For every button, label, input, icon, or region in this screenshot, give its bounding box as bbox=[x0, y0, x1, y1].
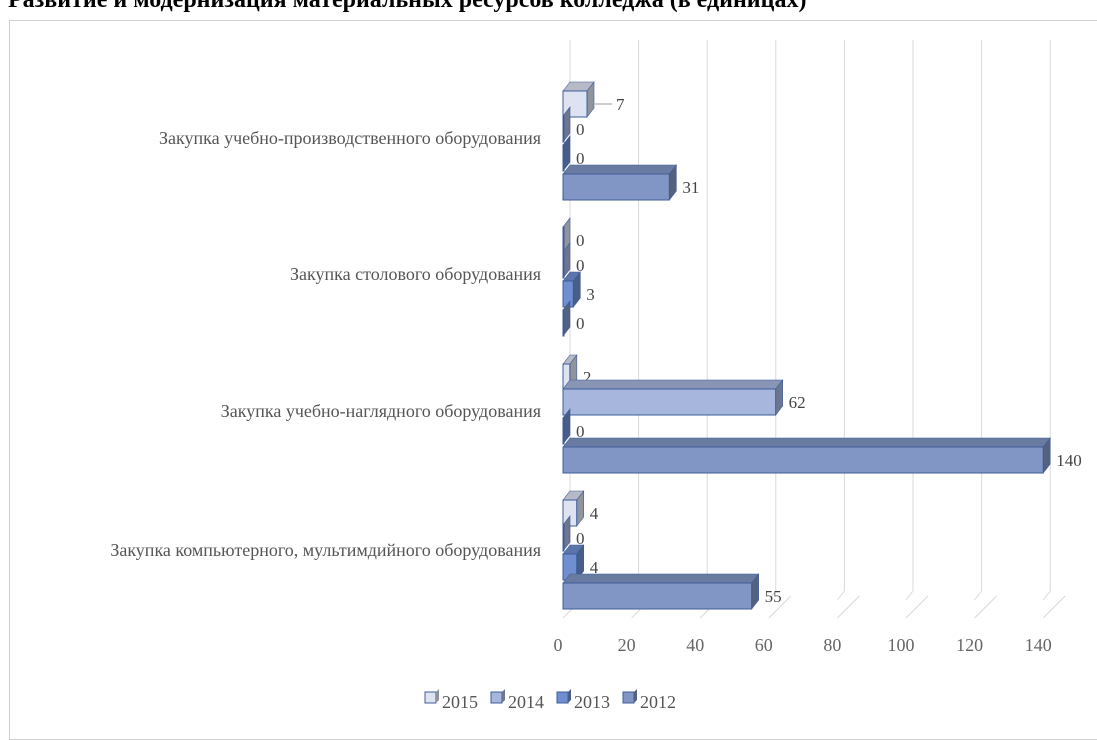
floor-diagonal bbox=[1042, 595, 1066, 619]
x-tick-label: 120 bbox=[956, 635, 983, 655]
x-tick-label: 40 bbox=[686, 635, 704, 655]
bar-2012 bbox=[562, 309, 565, 337]
data-label: 140 bbox=[1056, 451, 1082, 470]
floor-line bbox=[974, 590, 982, 601]
category-label: Закупка столового оборудования bbox=[290, 264, 541, 284]
bar-2012 bbox=[562, 173, 670, 201]
category-label: Закупка компьютерного, мультимдийного об… bbox=[110, 540, 541, 560]
data-label: 3 bbox=[586, 285, 595, 304]
floor-diagonal bbox=[768, 595, 792, 619]
legend-label: 2013 bbox=[574, 692, 610, 712]
legend-swatch bbox=[490, 691, 503, 704]
floor-line bbox=[905, 590, 914, 601]
category-label: Закупка учебно-производственного оборудо… bbox=[159, 128, 541, 148]
bar-top bbox=[562, 164, 677, 175]
floor-line bbox=[837, 590, 845, 601]
x-tick-label: 80 bbox=[823, 635, 841, 655]
legend-label: 2014 bbox=[508, 692, 544, 712]
data-label: 0 bbox=[576, 529, 585, 548]
bar-top bbox=[562, 573, 760, 584]
data-label: 4 bbox=[590, 558, 599, 577]
x-tick-label: 60 bbox=[755, 635, 773, 655]
floor-diagonal bbox=[837, 595, 860, 619]
legend-swatch bbox=[424, 691, 437, 704]
category-label: Закупка учебно-наглядного оборудования bbox=[221, 401, 541, 421]
x-tick-label: 20 bbox=[618, 635, 636, 655]
bar-top bbox=[562, 379, 784, 390]
data-label: 55 bbox=[765, 587, 782, 606]
x-tick-label: 140 bbox=[1025, 635, 1052, 655]
data-label: 2 bbox=[583, 368, 592, 387]
legend-swatch-side bbox=[568, 689, 571, 703]
data-label: 0 bbox=[576, 256, 585, 275]
data-label: 31 bbox=[682, 178, 699, 197]
x-tick-label: 0 bbox=[554, 635, 563, 655]
bar-2012 bbox=[562, 582, 753, 610]
data-label: 0 bbox=[576, 314, 585, 333]
legend-label: 2012 bbox=[640, 692, 676, 712]
legend-swatch-side bbox=[436, 689, 439, 703]
data-label: 62 bbox=[789, 393, 806, 412]
legend-swatch bbox=[556, 691, 569, 704]
bar-2014 bbox=[562, 251, 565, 279]
floor-line bbox=[1042, 590, 1051, 601]
legend-swatch-side bbox=[502, 689, 505, 703]
bar-top bbox=[562, 437, 1051, 448]
bar-2014 bbox=[562, 388, 777, 416]
bar-2014 bbox=[562, 524, 565, 552]
x-tick-label: 100 bbox=[888, 635, 915, 655]
data-label: 7 bbox=[616, 95, 625, 114]
data-label: 4 bbox=[590, 504, 599, 523]
floor-diagonal bbox=[905, 595, 929, 619]
bar-2014 bbox=[562, 115, 565, 143]
data-label: 0 bbox=[576, 422, 585, 441]
bar-2012 bbox=[562, 446, 1044, 474]
legend-swatch bbox=[622, 691, 635, 704]
floor-line bbox=[768, 590, 777, 601]
data-label: 0 bbox=[576, 120, 585, 139]
bar-2013 bbox=[562, 417, 565, 445]
chart-title: Развитие и модернизация материальных рес… bbox=[8, 0, 807, 13]
data-label: 0 bbox=[576, 149, 585, 168]
floor-diagonal bbox=[974, 595, 997, 619]
bar-2013 bbox=[562, 144, 565, 172]
bar-2015 bbox=[562, 226, 565, 254]
data-label: 0 bbox=[576, 231, 585, 250]
legend-label: 2015 bbox=[442, 692, 478, 712]
legend-swatch-side bbox=[634, 689, 637, 703]
